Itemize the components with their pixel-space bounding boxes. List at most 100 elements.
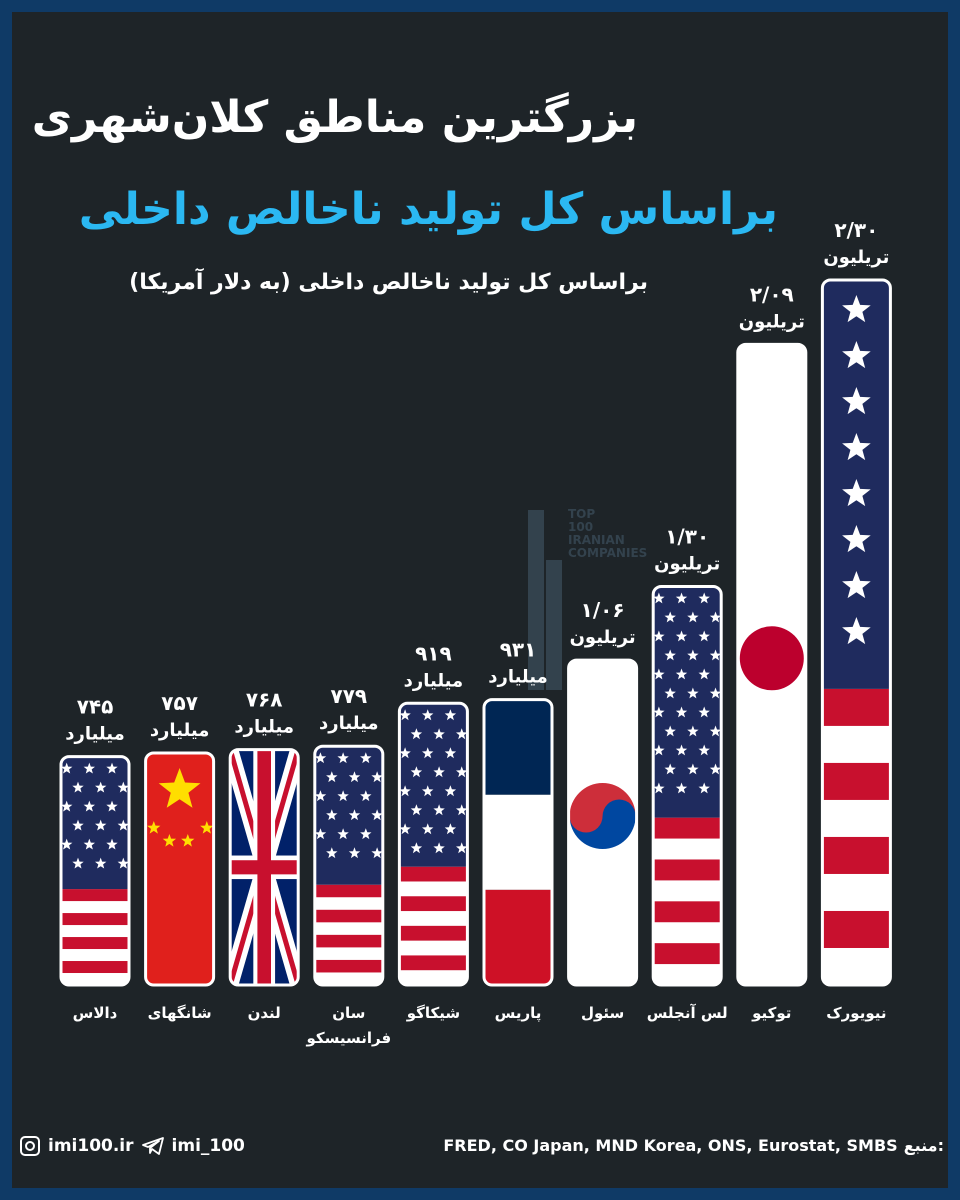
flag-star <box>675 668 688 680</box>
watermark-text: COMPANIES <box>568 546 647 560</box>
bar-usa <box>59 755 131 987</box>
flag-star <box>117 781 129 793</box>
flag-stripe <box>399 925 468 941</box>
flag-star <box>399 785 411 797</box>
flag-star <box>117 857 129 869</box>
bar-france <box>482 698 554 987</box>
flag-stripe <box>822 688 891 726</box>
flag-star <box>337 828 349 840</box>
flag-star <box>95 819 107 831</box>
flag-star <box>410 728 423 740</box>
flag-star <box>200 821 214 834</box>
flag-stripe <box>822 836 891 874</box>
flag-star <box>842 433 871 461</box>
flag-star <box>72 781 84 793</box>
flag-star <box>709 725 722 737</box>
flag-star <box>444 785 457 797</box>
flag-star <box>456 842 468 854</box>
flag-star <box>117 819 129 831</box>
flag-star <box>326 771 338 783</box>
bar-usa <box>313 744 385 987</box>
bar <box>820 278 892 987</box>
flag-star <box>433 766 445 778</box>
flag-star <box>371 809 383 821</box>
data-label-value: ۹۳۱ <box>500 638 537 662</box>
instagram-handle[interactable]: imi100.ir <box>48 1136 134 1156</box>
flag-star <box>433 728 445 740</box>
flag-star <box>360 828 372 840</box>
flag-star <box>61 800 73 812</box>
watermark-text: 100 <box>568 520 593 534</box>
flag-star <box>687 763 699 775</box>
category-label: لس آنجلس <box>647 1004 728 1022</box>
flag-star <box>842 479 871 507</box>
flag-star <box>675 744 688 756</box>
sources-line: FRED, CO Japan, MND Korea, ONS, Eurostat… <box>443 1136 944 1155</box>
bar-uk <box>228 748 300 987</box>
flag-stripe <box>61 961 129 974</box>
flag-star <box>337 752 349 764</box>
flag-star <box>83 800 95 812</box>
flag-stripe <box>399 896 468 912</box>
telegram-handle[interactable]: imi_100 <box>171 1136 245 1156</box>
flag-star <box>410 842 423 854</box>
bar-usa <box>820 278 892 987</box>
flag-stripe <box>653 817 722 839</box>
flag-canton <box>314 746 383 885</box>
flag-star <box>106 800 118 812</box>
flag-stripe <box>653 943 722 965</box>
flag-star <box>422 823 434 835</box>
flag-star <box>433 804 445 816</box>
flag-star <box>653 706 665 718</box>
flag-star <box>433 842 445 854</box>
flag-stripe <box>314 934 383 948</box>
flag-star <box>698 744 710 756</box>
instagram-icon[interactable] <box>20 1136 40 1156</box>
flag-star <box>842 571 871 599</box>
flag-star <box>399 747 411 759</box>
category-label: شیکاگو <box>406 1004 460 1022</box>
bar <box>228 748 300 987</box>
flag-star <box>348 771 361 783</box>
flag-star <box>698 668 710 680</box>
flag-star <box>360 790 372 802</box>
bar <box>736 342 808 987</box>
category-label: دالاس <box>73 1004 118 1022</box>
bar-usa <box>397 701 469 987</box>
flag-star <box>399 823 411 835</box>
bar-japan <box>736 342 808 987</box>
flag-stripe <box>61 889 129 902</box>
flag-star <box>158 768 201 808</box>
watermark-text: TOP <box>568 507 595 521</box>
flag-canton <box>653 586 722 818</box>
flag-star <box>422 709 434 721</box>
flag-star <box>664 611 676 623</box>
flag-star <box>664 763 676 775</box>
flag-star <box>653 592 665 604</box>
bar-korea <box>567 658 639 987</box>
flag-star <box>675 630 688 642</box>
flag-star <box>314 752 327 764</box>
bar <box>144 751 216 987</box>
telegram-icon[interactable] <box>141 1137 164 1155</box>
data-label-unit: میلیارد <box>65 724 125 745</box>
flag-star <box>444 747 457 759</box>
flag-star <box>709 687 722 699</box>
flag-star <box>314 828 327 840</box>
data-label-unit: تریلیون <box>654 554 720 575</box>
bar <box>397 701 469 987</box>
category-label: شانگهای <box>148 1004 212 1022</box>
watermark-text: IRANIAN <box>568 533 625 547</box>
flag-star <box>314 790 327 802</box>
flag-star <box>842 341 871 369</box>
flag-stripe <box>822 910 891 948</box>
bar-china <box>144 751 216 987</box>
flag-star <box>687 649 699 661</box>
flag-stripe <box>653 901 722 923</box>
category-label: پاریس <box>495 1004 542 1023</box>
flag-star <box>698 592 710 604</box>
data-label-unit: میلیارد <box>319 713 379 734</box>
category-label: توکیو <box>751 1004 791 1022</box>
flag-star <box>842 525 871 553</box>
flag-star <box>422 785 434 797</box>
